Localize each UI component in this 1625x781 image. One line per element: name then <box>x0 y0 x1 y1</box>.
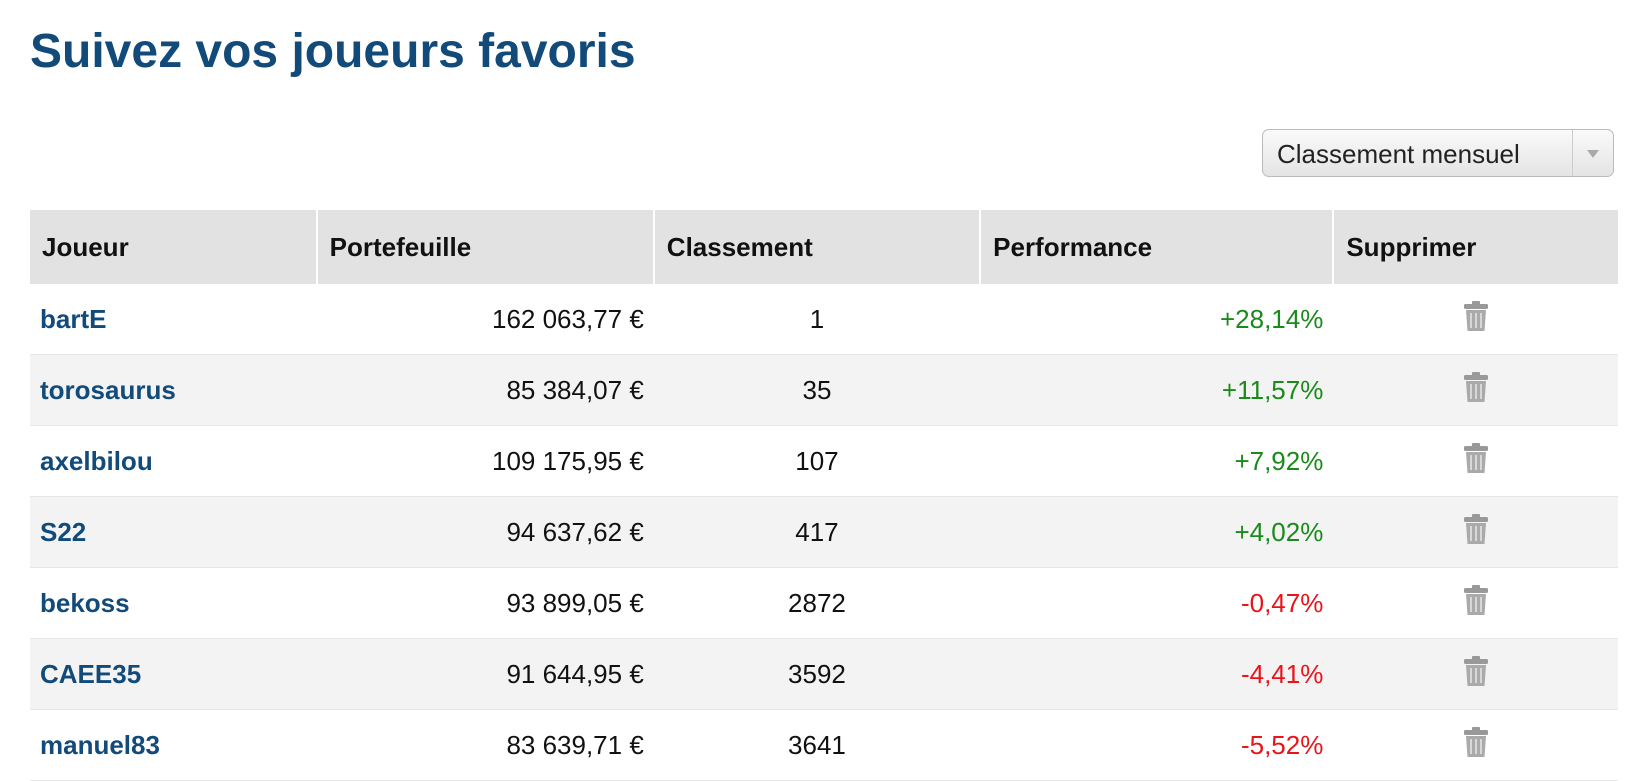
player-cell: bekoss <box>30 567 317 639</box>
trash-icon <box>1463 655 1488 686</box>
column-header: Supprimer <box>1332 210 1618 284</box>
header-row: Joueur Portefeuille Classement Performance S… <box>30 210 1618 284</box>
portfolio-value: 109 175,95 € <box>316 425 654 497</box>
player-link[interactable]: bartE <box>40 303 107 334</box>
delete-button[interactable] <box>1463 584 1489 622</box>
ranking: 35 <box>653 354 981 426</box>
trash-icon <box>1463 442 1488 473</box>
player-link[interactable]: torosaurus <box>40 374 176 405</box>
portfolio-value: 93 899,05 € <box>316 567 654 639</box>
delete-button[interactable] <box>1463 371 1489 409</box>
trash-icon <box>1463 300 1488 331</box>
player-cell: torosaurus <box>30 354 317 426</box>
player-row: CAEE35 91 644,95 €3592 -4,41% <box>30 638 1618 710</box>
player-row: S22 94 637,62 €417 +4,02% <box>30 496 1618 568</box>
column-header: Classement <box>652 210 981 284</box>
portfolio-value: 162 063,77 € <box>316 284 654 355</box>
delete-cell <box>1333 425 1618 497</box>
ranking: 417 <box>653 496 981 568</box>
ranking: 1 <box>653 284 981 355</box>
delete-cell <box>1333 638 1618 710</box>
player-cell: S22 <box>30 496 317 568</box>
trash-icon <box>1463 584 1488 615</box>
select-arrow[interactable] <box>1572 130 1613 176</box>
delete-cell <box>1333 709 1618 781</box>
player-link[interactable]: bekoss <box>40 587 130 618</box>
portfolio-value: 83 639,71 € <box>316 709 654 781</box>
player-link[interactable]: axelbilou <box>40 445 153 476</box>
delete-button[interactable] <box>1463 300 1489 338</box>
select-value: Classement mensuel <box>1277 139 1520 169</box>
performance: +28,14% <box>980 284 1334 355</box>
player-row: axelbilou 109 175,95 €107 +7,92% <box>30 425 1618 497</box>
performance: -4,41% <box>980 638 1334 710</box>
delete-cell <box>1333 354 1618 426</box>
delete-cell <box>1333 567 1618 639</box>
delete-cell <box>1333 496 1618 568</box>
player-cell: manuel83 <box>30 709 317 781</box>
player-link[interactable]: S22 <box>40 516 87 547</box>
player-row: bartE 162 063,77 €1 +28,14% <box>30 284 1618 355</box>
delete-button[interactable] <box>1463 442 1489 480</box>
page-title: Suivez vos joueurs favoris <box>30 25 636 78</box>
player-cell: CAEE35 <box>30 638 317 710</box>
ranking-select[interactable]: Classement mensuel <box>1262 129 1614 177</box>
player-row: torosaurus 85 384,07 €35 +11,57% <box>30 354 1618 426</box>
ranking: 2872 <box>653 567 981 639</box>
performance: -0,47% <box>980 567 1334 639</box>
player-cell: axelbilou <box>30 425 317 497</box>
player-link[interactable]: CAEE35 <box>40 658 142 689</box>
portfolio-value: 94 637,62 € <box>316 496 654 568</box>
players-table: Joueur Portefeuille Classement Performance S… <box>30 210 1618 781</box>
performance: +11,57% <box>980 354 1334 426</box>
ranking: 107 <box>653 425 981 497</box>
player-link[interactable]: manuel83 <box>40 729 160 760</box>
column-header: Performance <box>979 210 1334 284</box>
player-row: bekoss 93 899,05 €2872 -0,47% <box>30 567 1618 639</box>
delete-button[interactable] <box>1463 726 1489 764</box>
portfolio-value: 91 644,95 € <box>316 638 654 710</box>
trash-icon <box>1463 513 1488 544</box>
trash-icon <box>1463 371 1488 402</box>
player-cell: bartE <box>30 284 317 355</box>
ranking: 3592 <box>653 638 981 710</box>
performance: +7,92% <box>980 425 1334 497</box>
performance: +4,02% <box>980 496 1334 568</box>
performance: -5,52% <box>980 709 1334 781</box>
trash-icon <box>1463 726 1488 757</box>
delete-button[interactable] <box>1463 655 1489 693</box>
delete-cell <box>1333 284 1618 355</box>
player-row: manuel83 83 639,71 €3641 -5,52% <box>30 709 1618 781</box>
ranking: 3641 <box>653 709 981 781</box>
column-header: Joueur <box>30 210 317 284</box>
column-header: Portefeuille <box>315 210 654 284</box>
delete-button[interactable] <box>1463 513 1489 551</box>
table-body: bartE 162 063,77 €1 +28,14% torosaurus 85 38… <box>30 284 1618 781</box>
portfolio-value: 85 384,07 € <box>316 354 654 426</box>
